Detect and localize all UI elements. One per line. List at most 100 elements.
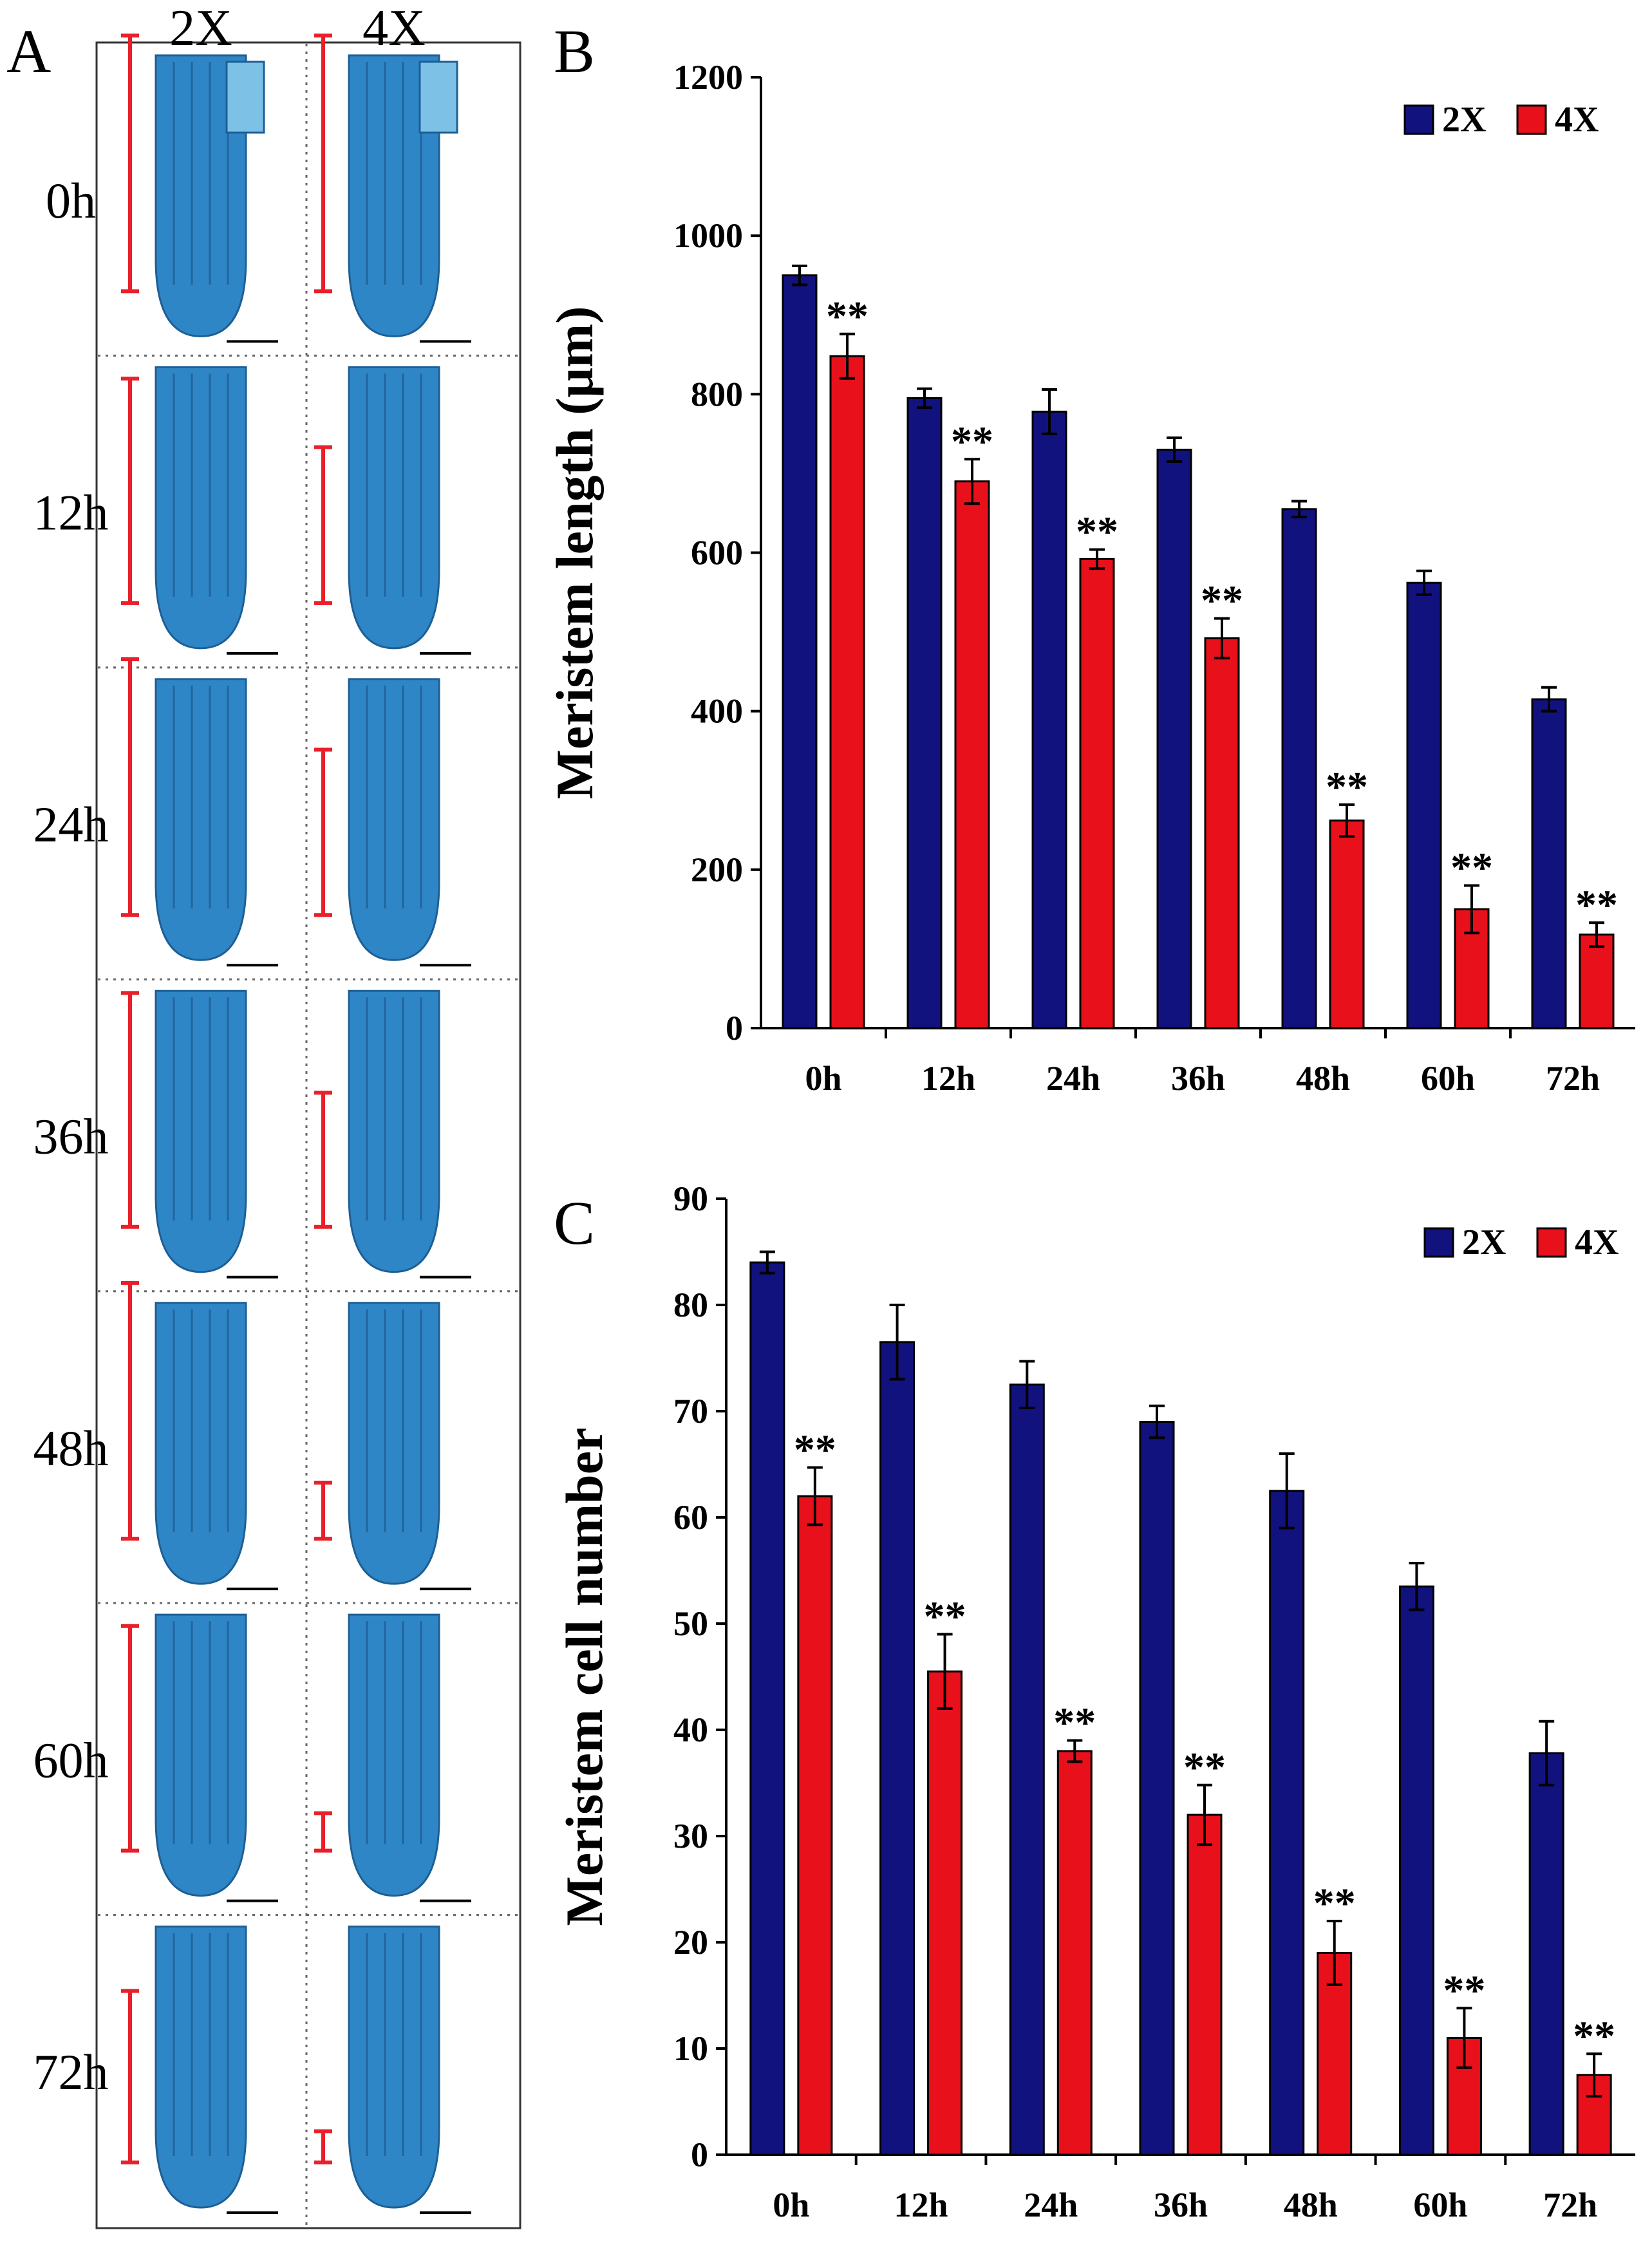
row-label-36h: 36h <box>33 1109 109 1165</box>
row-label-24h: 24h <box>33 796 109 852</box>
root-tip-2x-0h <box>155 54 247 337</box>
x-tick-label-48h: 48h <box>1296 1059 1350 1098</box>
y-axis-label: Meristem length (μm) <box>545 306 604 800</box>
x-tick-label-12h: 12h <box>894 2186 948 2224</box>
significance-mark: ** <box>1201 577 1243 624</box>
panel-b-letter: B <box>554 17 595 86</box>
bar-2X-12h <box>879 1341 915 2156</box>
x-tick-label-0h: 0h <box>773 2186 809 2224</box>
inset-2x <box>225 61 265 134</box>
y-tick-label: 400 <box>691 692 743 731</box>
x-tick-label-36h: 36h <box>1154 2186 1208 2224</box>
bar-2X-72h <box>1531 698 1567 1029</box>
row-label-72h: 72h <box>33 2044 109 2100</box>
panel-a: A 2X 4X 0h 12h 24h 36h 48h 60h 72h <box>6 0 521 2229</box>
x-tick-label-24h: 24h <box>1046 1059 1100 1098</box>
y-tick-label: 10 <box>673 2029 708 2068</box>
row-label-12h: 12h <box>33 485 109 541</box>
legend-label-2X: 2X <box>1462 1223 1506 1262</box>
x-tick-label-36h: 36h <box>1171 1059 1225 1098</box>
y-tick-label: 60 <box>673 1498 708 1537</box>
significance-mark: ** <box>1076 509 1118 556</box>
legend-swatch-2X <box>1403 104 1434 135</box>
x-tick-label-48h: 48h <box>1284 2186 1338 2224</box>
root-tip-4x-0h <box>348 54 440 337</box>
significance-mark: ** <box>1575 881 1618 928</box>
significance-mark: ** <box>951 418 993 465</box>
bar-4X-36h <box>1204 637 1240 1029</box>
bar-2X-48h <box>1269 1490 1305 2156</box>
root-tip-4x-12h <box>348 366 440 650</box>
y-axis-label: Meristem cell number <box>555 1427 614 1926</box>
root-tip-2x-24h <box>155 678 247 961</box>
legend-swatch-4X <box>1536 1227 1567 1258</box>
significance-mark: ** <box>924 1593 966 1640</box>
x-tick-label-72h: 72h <box>1546 1059 1600 1098</box>
y-tick-label: 0 <box>691 2135 708 2174</box>
x-tick-label-60h: 60h <box>1421 1059 1475 1098</box>
significance-mark: ** <box>1313 1880 1356 1927</box>
panel-a-frame <box>95 41 521 2229</box>
bar-2X-12h <box>906 397 943 1029</box>
bar-2X-60h <box>1398 1585 1434 2156</box>
bar-2X-24h <box>1009 1383 1045 2156</box>
bar-2X-24h <box>1031 410 1067 1029</box>
y-tick-label: 90 <box>673 1179 708 1218</box>
root-tip-4x-72h <box>348 1926 440 2209</box>
y-tick-label: 1200 <box>673 58 743 97</box>
significance-mark: ** <box>826 293 868 340</box>
significance-mark: ** <box>1443 1967 1485 2014</box>
y-tick-label: 600 <box>691 534 743 572</box>
column-head-4x: 4X <box>362 0 426 57</box>
root-tip-4x-36h <box>348 989 440 1273</box>
inset-4x <box>418 61 458 134</box>
column-head-2x: 2X <box>169 0 232 57</box>
x-tick-label-60h: 60h <box>1413 2186 1467 2224</box>
significance-mark: ** <box>1573 2012 1615 2059</box>
x-tick-label-0h: 0h <box>805 1059 841 1098</box>
bar-4X-0h <box>829 355 865 1029</box>
significance-mark: ** <box>1053 1700 1096 1747</box>
x-tick-label-24h: 24h <box>1024 2186 1078 2224</box>
root-tip-2x-60h <box>155 1613 247 1897</box>
legend-swatch-4X <box>1516 104 1547 135</box>
root-tip-4x-60h <box>348 1613 440 1897</box>
bar-2X-48h <box>1281 508 1317 1029</box>
row-label-60h: 60h <box>33 1732 109 1788</box>
y-tick-label: 20 <box>673 1923 708 1962</box>
bar-4X-24h <box>1056 1750 1093 2156</box>
x-tick-label-72h: 72h <box>1543 2186 1597 2224</box>
y-tick-label: 1000 <box>673 216 743 255</box>
legend-label-4X: 4X <box>1555 100 1599 140</box>
panel-b: B 0 200 400 600 800 1000 1200 Meristem length (… <box>545 17 1635 1098</box>
row-label-48h: 48h <box>33 1420 109 1476</box>
row-label-0h: 0h <box>46 173 96 229</box>
significance-mark: ** <box>1450 844 1493 891</box>
significance-mark: ** <box>1183 1744 1226 1791</box>
root-tip-2x-36h <box>155 989 247 1273</box>
y-tick-label: 800 <box>691 375 743 413</box>
bar-4X-48h <box>1317 1952 1353 2156</box>
bar-4X-48h <box>1329 820 1365 1029</box>
bar-2X-36h <box>1139 1421 1175 2156</box>
y-tick-label: 0 <box>726 1009 743 1047</box>
root-tip-2x-72h <box>155 1926 247 2209</box>
bar-2X-36h <box>1156 448 1192 1029</box>
y-tick-label: 30 <box>673 1817 708 1855</box>
root-tip-4x-48h <box>348 1302 440 1585</box>
y-tick-label: 70 <box>673 1392 708 1430</box>
root-tip-4x-24h <box>348 678 440 961</box>
x-tick-label-12h: 12h <box>921 1059 975 1098</box>
y-tick-label: 80 <box>673 1286 708 1324</box>
bar-4X-0h <box>797 1495 833 2156</box>
panel-a-rows: 0h 12h 24h 36h 48h 60h 72h <box>33 33 519 2214</box>
panel-c-letter: C <box>554 1188 595 1257</box>
significance-mark: ** <box>1326 764 1368 811</box>
bar-2X-60h <box>1406 581 1442 1029</box>
y-tick-label: 200 <box>691 850 743 889</box>
legend-label-2X: 2X <box>1442 100 1486 140</box>
bar-4X-36h <box>1187 1814 1223 2156</box>
bar-2X-0h <box>749 1261 785 2156</box>
bar-2X-72h <box>1528 1752 1564 2156</box>
